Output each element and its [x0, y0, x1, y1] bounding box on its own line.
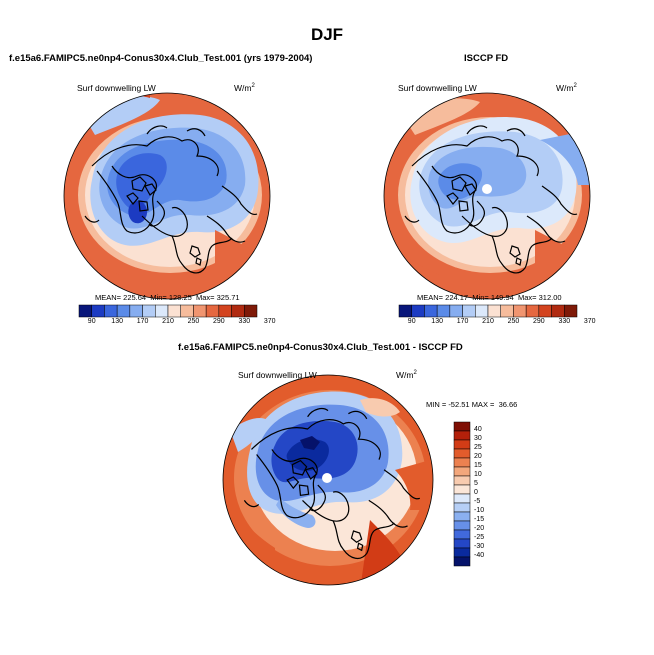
panel3-colorbar-tick: -20: [474, 525, 485, 532]
panel2-colorbar-swatch: [487, 304, 501, 318]
panel3-colorbar-tick: 20: [474, 453, 482, 460]
panel1-colorbar-swatch: [91, 304, 105, 318]
panel2-colorbar-tick: 210: [482, 318, 494, 325]
panel3-colorbar-swatch: [453, 421, 471, 432]
panel3-colorbar-tick: -40: [474, 552, 485, 559]
panel2-colorbar-swatch: [564, 304, 578, 318]
panel3-colorbar-swatch: [453, 448, 471, 459]
panel2-colorbar-swatch: [436, 304, 451, 318]
panel2-colorbar-swatch: [411, 304, 425, 318]
panel3-colorbar-tick: 5: [474, 480, 478, 487]
panel2-colorbar-ticks: 90 130 170 210 250 290 330 370: [399, 318, 596, 330]
panel1-colorbar-swatch: [231, 304, 245, 318]
panel1-units: W/m2: [234, 83, 255, 93]
panel1-colorbar-swatch: [193, 304, 207, 318]
panel3-colorbar-tick: -10: [474, 507, 485, 514]
panel1-colorbar-swatch: [155, 304, 169, 318]
panel3-colorbar-swatch: [453, 538, 471, 549]
panel3-colorbar-tick: 10: [474, 471, 482, 478]
panel3-colorbar-swatch: [453, 520, 471, 531]
page-title: DJF: [310, 25, 344, 44]
panel1-colorbar-tick: 170: [136, 318, 149, 325]
panel3-colorbar-swatch: [453, 430, 471, 441]
panel2-colorbar-tick: 370: [583, 318, 596, 325]
panel3-colorbar-swatch: [453, 511, 471, 522]
panel1-colorbar-swatch: [116, 304, 131, 318]
panel1-field-label: Surf downwelling LW: [77, 83, 156, 93]
panel2-colorbar: [398, 304, 578, 318]
panel1-colorbar-swatch: [104, 304, 118, 318]
panel2-colorbar-swatch: [424, 304, 438, 318]
panel1-colorbar-tick: 90: [87, 318, 96, 325]
panel1-map: [64, 93, 270, 299]
panel3-field-label: Surf downwelling LW: [238, 370, 317, 380]
panel3-colorbar-swatch: [453, 547, 471, 558]
panel1-colorbar-swatch: [129, 304, 143, 318]
panel2-colorbar-tick: 250: [507, 318, 520, 325]
panel3-colorbar-tick: -15: [474, 516, 485, 523]
panel1-colorbar-swatch: [167, 304, 181, 318]
panel3-title: f.e15a6.FAMIPC5.ne0np4-Conus30x4.Club_Te…: [178, 342, 463, 353]
panel1-colorbar-swatch: [142, 304, 156, 318]
panel2-colorbar-swatch: [513, 304, 527, 318]
panel3-colorbar-ticks: 40 30 25 20 15 10 5 0 -5 -10 -15 -20 -25 -30 -40: [474, 422, 504, 566]
panel2-units: W/m2: [556, 83, 577, 93]
panel1-colorbar-tick: 330: [238, 318, 251, 325]
panel3-colorbar-tick: 25: [474, 444, 482, 451]
panel2-field-label: Surf downwelling LW: [398, 83, 477, 93]
panel2-colorbar-tick: 290: [533, 318, 545, 325]
panel2-colorbar-swatch: [398, 304, 412, 318]
panel1-colorbar-tick: 130: [111, 318, 123, 325]
panel2-colorbar-tick: 130: [431, 318, 443, 325]
panel2-colorbar-tick: 330: [558, 318, 571, 325]
panel3-colorbar-tick: -25: [474, 534, 485, 541]
panel3-colorbar-swatch: [453, 466, 471, 477]
panel3-colorbar-swatch: [453, 475, 471, 486]
panel2-colorbar-swatch: [475, 304, 489, 318]
panel1-colorbar-swatch: [244, 304, 258, 318]
panel1-colorbar-tick: 210: [162, 318, 174, 325]
panel3-units: W/m2: [396, 370, 417, 380]
panel1-colorbar-tick: 250: [187, 318, 200, 325]
panel3-colorbar-tick: 30: [474, 435, 482, 442]
panel2-colorbar-swatch: [462, 304, 476, 318]
panel2-colorbar-swatch: [449, 304, 463, 318]
panel3-colorbar-tick: 40: [474, 426, 482, 433]
panel1-colorbar-ticks: 90 130 170 210 250 290 330 370: [79, 318, 276, 330]
panel2-colorbar-tick: 90: [407, 318, 416, 325]
panel3-colorbar-tick: 0: [474, 489, 478, 496]
panel3-colorbar-swatch: [453, 457, 471, 468]
panel2-colorbar-tick: 170: [456, 318, 469, 325]
panel3-colorbar-swatch: [453, 529, 471, 540]
panel1-title: f.e15a6.FAMIPC5.ne0np4-Conus30x4.Club_Te…: [9, 53, 313, 64]
panel3-map: [223, 375, 433, 585]
panel2-map: [384, 93, 590, 299]
panel3-colorbar-swatch: [453, 502, 471, 513]
panel2-colorbar-swatch: [500, 304, 514, 318]
panel3-colorbar-tick: -30: [474, 543, 485, 550]
panel3-colorbar-swatch: [453, 493, 471, 504]
panel1-stats: MEAN= 225.64 Min= 128.25 Max= 325.71: [95, 293, 240, 302]
panel1-colorbar-tick: 290: [213, 318, 225, 325]
panel2-colorbar-swatch: [551, 304, 565, 318]
panel1-colorbar: [78, 304, 258, 318]
panel3-colorbar-swatch: [453, 439, 471, 450]
panel3-colorbar-swatch: [453, 484, 471, 495]
panel1-colorbar-swatch: [205, 304, 220, 318]
panel2-colorbar-swatch: [538, 304, 552, 318]
panel1-colorbar-swatch: [78, 304, 92, 318]
panel1-colorbar-tick: 370: [263, 318, 276, 325]
panel3-stats: MIN = -52.51 MAX = 36.66: [426, 400, 518, 409]
panel2-stats: MEAN= 224.17 Min= 149.94 Max= 312.00: [417, 293, 562, 302]
panel3-colorbar: [453, 421, 471, 567]
panel2-title: ISCCP FD: [464, 53, 509, 64]
panel3-colorbar-swatch: [453, 556, 471, 567]
panel1-colorbar-swatch: [218, 304, 232, 318]
panel1-colorbar-swatch: [180, 304, 194, 318]
panel2-colorbar-swatch: [525, 304, 540, 318]
panel3-colorbar-tick: 15: [474, 462, 482, 469]
panel3-colorbar-tick: -5: [474, 498, 481, 505]
